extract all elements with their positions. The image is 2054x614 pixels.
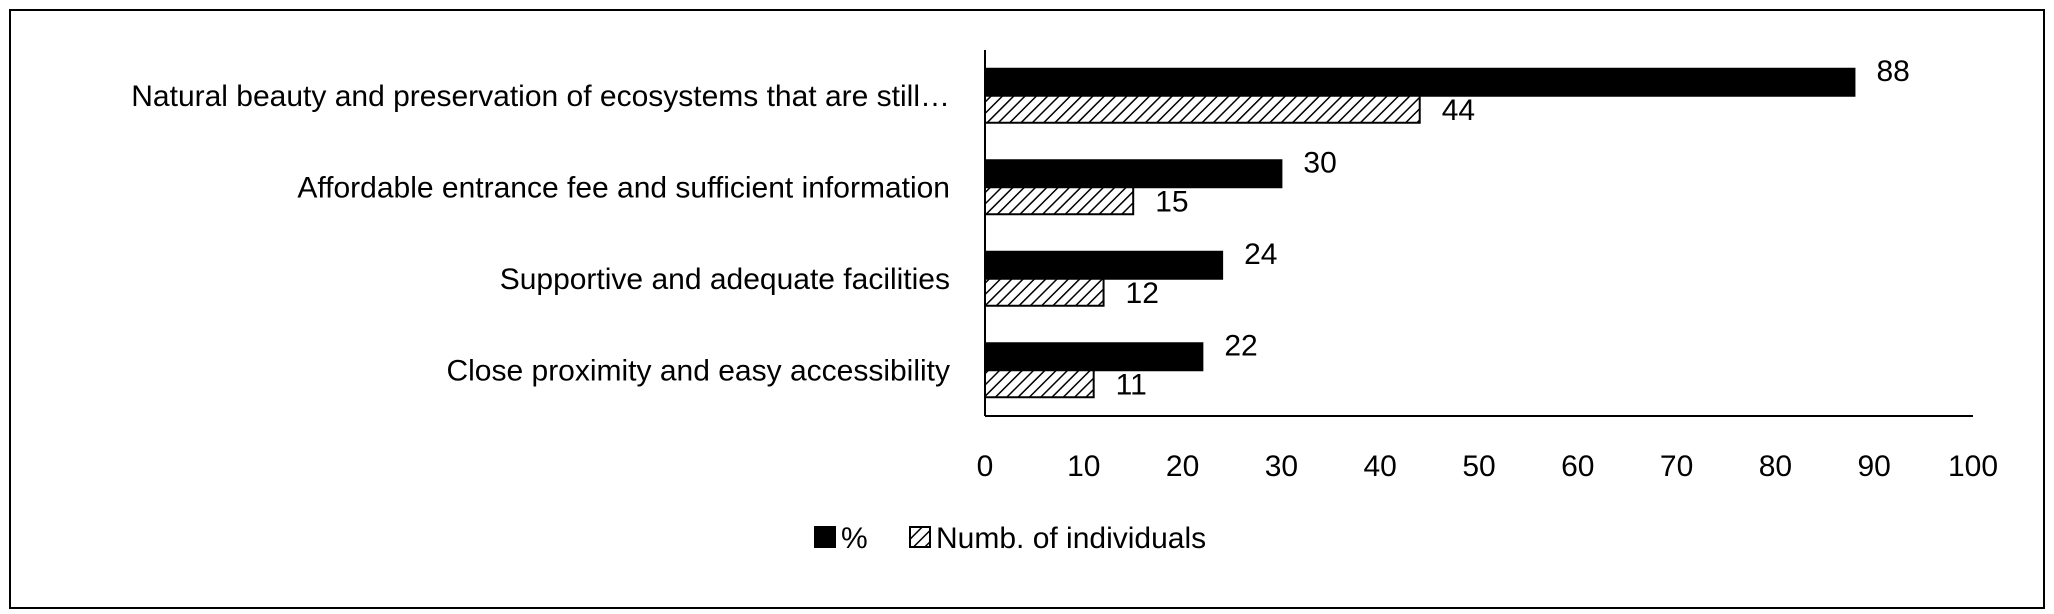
bar-percent bbox=[984, 67, 1856, 97]
x-tick-label: 20 bbox=[1166, 450, 1199, 483]
x-tick-label: 100 bbox=[1948, 450, 1998, 483]
x-tick-label: 70 bbox=[1660, 450, 1693, 483]
bar-individuals bbox=[984, 186, 1135, 216]
value-labels: 88 44 30 15 24 12 22 11 bbox=[1116, 55, 1910, 402]
x-tick-label: 0 bbox=[977, 450, 994, 483]
category-label: Supportive and adequate facilities bbox=[500, 263, 950, 296]
legend-label: Numb. of individuals bbox=[936, 522, 1206, 555]
bar-percent bbox=[984, 159, 1283, 189]
x-tick-label: 60 bbox=[1561, 450, 1594, 483]
category-label: Natural beauty and preservation of ecosy… bbox=[131, 80, 950, 113]
data-label: 44 bbox=[1442, 94, 1475, 127]
legend-swatch bbox=[909, 526, 931, 548]
x-tick-label: 50 bbox=[1462, 450, 1495, 483]
legend-swatch bbox=[814, 526, 836, 548]
legend-label: % bbox=[841, 522, 868, 555]
bar-individuals bbox=[984, 369, 1095, 399]
data-label: 88 bbox=[1876, 55, 1909, 88]
data-label: 11 bbox=[1116, 368, 1147, 401]
data-label: 30 bbox=[1303, 146, 1336, 179]
x-axis-ticks: 0 10 20 30 40 50 60 70 80 90 100 bbox=[977, 450, 1998, 483]
bar-individuals bbox=[984, 94, 1421, 124]
legend: % Numb. of individuals bbox=[814, 522, 1206, 555]
data-label: 12 bbox=[1126, 277, 1159, 310]
x-tick-label: 10 bbox=[1067, 450, 1100, 483]
bar-individuals bbox=[984, 277, 1105, 307]
category-labels: Natural beauty and preservation of ecosy… bbox=[131, 80, 950, 388]
data-label: 15 bbox=[1155, 185, 1188, 218]
x-tick-label: 30 bbox=[1265, 450, 1298, 483]
category-label: Affordable entrance fee and sufficient i… bbox=[297, 171, 950, 204]
x-tick-label: 40 bbox=[1364, 450, 1397, 483]
x-tick-label: 80 bbox=[1759, 450, 1792, 483]
x-tick-label: 90 bbox=[1858, 450, 1891, 483]
bar-percent bbox=[984, 342, 1204, 372]
category-label: Close proximity and easy accessibility bbox=[446, 354, 950, 387]
bar-group bbox=[984, 67, 1856, 399]
bar-percent bbox=[984, 250, 1224, 280]
data-label: 22 bbox=[1224, 329, 1257, 362]
data-label: 24 bbox=[1244, 238, 1277, 271]
